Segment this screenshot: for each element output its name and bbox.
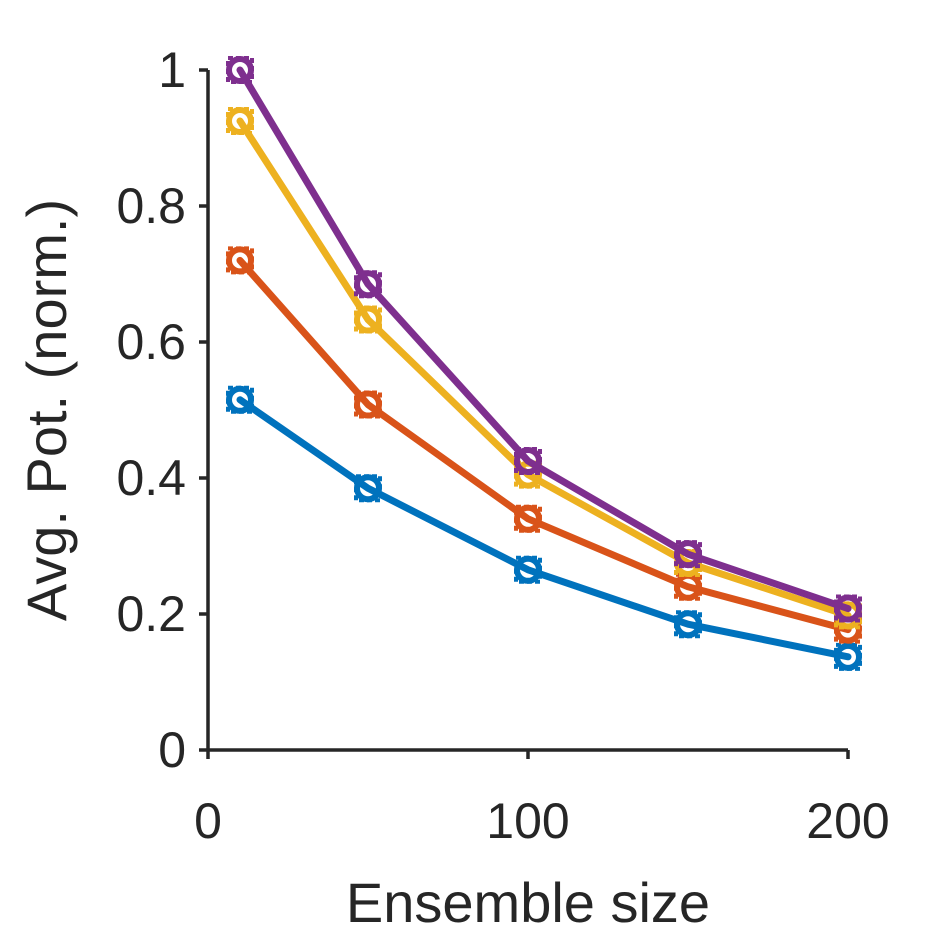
x-ticks: 0 100 200 — [194, 750, 890, 849]
data-point-marker — [226, 107, 254, 135]
y-tick-label: 0.8 — [116, 178, 186, 234]
x-axis-title: Ensemble size — [346, 871, 710, 934]
data-point-marker — [226, 385, 254, 414]
data-point-marker — [354, 305, 382, 334]
y-tick-label: 0 — [158, 722, 186, 778]
data-point-marker — [354, 390, 382, 419]
y-tick-label: 0.6 — [116, 314, 186, 370]
y-tick-label: 1 — [158, 42, 186, 98]
series-line — [236, 66, 852, 613]
series-line — [236, 256, 852, 634]
data-point-marker — [226, 56, 254, 84]
series-group — [226, 56, 862, 671]
x-tick-label: 100 — [486, 793, 569, 849]
data-point-marker — [226, 246, 254, 275]
data-point-marker — [354, 270, 382, 299]
y-tick-label: 0.4 — [116, 450, 186, 506]
data-point-marker — [674, 610, 702, 639]
x-tick-label: 200 — [806, 793, 889, 849]
series-1 — [226, 385, 862, 671]
data-point-marker — [674, 540, 702, 569]
y-axis-title: Avg. Pot. (norm.) — [15, 199, 78, 621]
data-point-marker — [514, 504, 542, 533]
data-point-marker — [514, 447, 542, 475]
data-point-marker — [834, 642, 862, 671]
x-tick-label: 0 — [194, 793, 222, 849]
data-point-marker — [514, 555, 542, 584]
y-tick-label: 0.2 — [116, 586, 186, 642]
y-ticks: 0 0.2 0.4 0.6 0.8 1 — [116, 42, 208, 778]
series-4 — [226, 56, 862, 623]
series-3 — [226, 107, 862, 630]
data-point-marker — [354, 474, 382, 503]
data-point-marker — [834, 594, 862, 623]
series-line — [236, 396, 852, 661]
